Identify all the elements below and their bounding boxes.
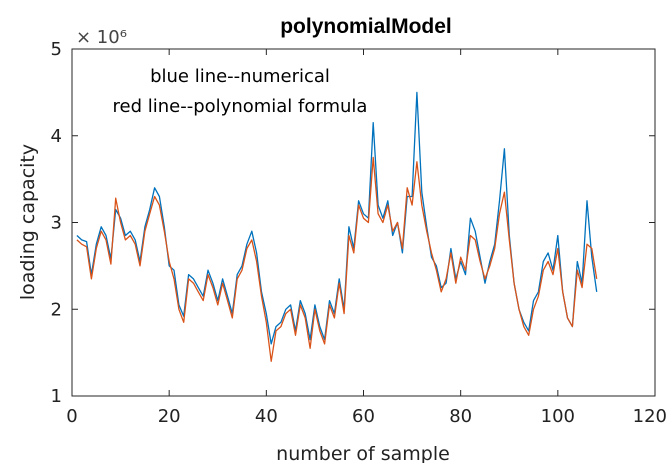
- annotation-numerical: blue line--numerical: [150, 66, 330, 87]
- x-tick-labels: 0 20 40 60 80 100 120: [66, 406, 667, 427]
- y-axis-label: loading capacity: [17, 144, 39, 300]
- plot-area: [71, 48, 656, 397]
- ticks-layer: [71, 48, 656, 397]
- x-tick-label: 80: [449, 406, 472, 427]
- y-tick-label: 5: [51, 39, 62, 60]
- y-tick-label: 4: [51, 126, 62, 147]
- x-tick-label: 60: [352, 406, 375, 427]
- x-tick-label: 100: [541, 406, 575, 427]
- x-tick-label: 0: [66, 406, 77, 427]
- series-layer: [76, 91, 598, 362]
- annotation-polynomial: red line--polynomial formula: [113, 96, 368, 117]
- y-tick-label: 1: [51, 386, 62, 407]
- chart-title: polynomialModel: [280, 15, 452, 38]
- x-axis-label: number of sample: [276, 443, 450, 463]
- y-tick-labels: 1 2 3 4 5: [51, 39, 62, 407]
- y-exponent-label: × 10⁶: [76, 27, 127, 48]
- series-line-1: [76, 156, 598, 362]
- plot-frame: [71, 48, 656, 397]
- x-tick-label: 20: [158, 406, 181, 427]
- x-tick-label: 40: [255, 406, 278, 427]
- y-tick-label: 2: [51, 299, 62, 320]
- x-tick-label: 120: [633, 406, 667, 427]
- y-tick-label: 3: [51, 213, 62, 234]
